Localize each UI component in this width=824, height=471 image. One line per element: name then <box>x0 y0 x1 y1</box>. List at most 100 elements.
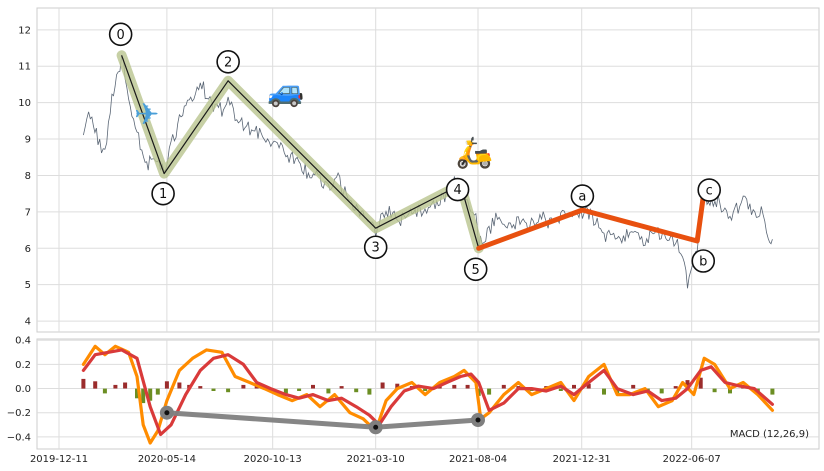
macd-hist-bar <box>102 388 107 394</box>
signal-line <box>81 348 774 437</box>
wave-label-5: 5 <box>472 263 480 278</box>
price-y-tick: 12 <box>18 25 31 36</box>
macd-hist-bar <box>572 384 576 389</box>
macd-y-tick: −0.2 <box>7 408 31 419</box>
wave-label-circle <box>691 249 716 273</box>
car-icon: 🚙 <box>267 74 304 109</box>
wave-label-circle <box>363 235 388 260</box>
macd-hist-bar <box>226 388 231 393</box>
price-y-axis: 4 5 6 7 8 9 10 11 12 <box>18 25 31 327</box>
macd-hist-bar <box>487 388 492 395</box>
macd-y-tick: 0.2 <box>15 360 31 371</box>
macd-hist-bar <box>698 377 703 389</box>
macd-hist-bar <box>558 388 563 391</box>
x-tick-label: 2021-12-31 <box>553 454 611 465</box>
price-line <box>83 55 773 289</box>
macd-hist-bar <box>501 384 506 389</box>
price-y-tick: 11 <box>18 62 31 73</box>
macd-hist-bar <box>241 384 246 389</box>
airplane-icon: ✈ <box>134 97 159 132</box>
macd-hist-bar <box>659 388 664 394</box>
price-y-tick: 8 <box>25 171 31 182</box>
x-tick-label: 2020-05-14 <box>138 454 196 465</box>
divergence-marker-dot <box>475 417 481 423</box>
price-y-tick: 10 <box>18 98 31 109</box>
macd-y-axis: −0.4 −0.2 0.0 0.2 0.4 <box>7 336 31 444</box>
wave-label-3: 3 <box>372 241 380 256</box>
price-y-tick: 9 <box>25 135 31 146</box>
wave-label-circle <box>697 178 722 202</box>
macd-hist-bar <box>728 388 732 394</box>
x-tick-label: 2021-03-10 <box>347 454 405 465</box>
wave-label-2: 2 <box>224 55 232 70</box>
icons: ✈ 🚙 🛵 <box>134 74 493 171</box>
macd-hist-bar <box>123 382 128 389</box>
price-y-tick: 5 <box>25 280 31 291</box>
macd-hist-bar <box>164 381 169 389</box>
price-panel <box>36 7 820 333</box>
wave-label-circle <box>108 22 133 47</box>
wave-label-circle <box>463 257 488 282</box>
price-y-tick: 6 <box>25 244 31 255</box>
macd-hist-bar <box>339 386 344 389</box>
macd-hist-bar <box>283 388 288 394</box>
x-axis: 2019-12-11 2020-05-14 2020-10-13 2021-03-10… <box>30 454 721 465</box>
macd-hist-bar <box>465 384 470 389</box>
x-tick-label: 2020-10-13 <box>244 454 302 465</box>
macd-hist-bar <box>354 388 359 393</box>
macd-hist-bar <box>770 388 775 395</box>
macd-hist-bar <box>135 388 139 399</box>
divergence-marker-dot <box>373 424 379 430</box>
macd-hist-bar <box>254 386 259 389</box>
macd-hist-bar <box>113 384 118 389</box>
macd-hist-bar <box>155 388 160 395</box>
wave-label-0: 0 <box>117 28 125 43</box>
wave-labels: 0 1 2 3 4 5 a b c <box>108 22 722 282</box>
price-series <box>83 55 773 289</box>
macd-hist-bar <box>311 384 315 389</box>
macd-line <box>81 344 774 445</box>
macd-hist-bar <box>177 382 182 389</box>
macd-hist-bar <box>211 388 216 391</box>
x-tick-label: 2021-08-04 <box>449 454 507 465</box>
macd-hist-bar <box>395 383 400 389</box>
wave-label-circle <box>151 181 175 206</box>
price-y-tick: 7 <box>25 207 31 218</box>
divergence-markers <box>159 405 485 435</box>
wave-label-circle <box>216 50 240 74</box>
x-tick-label: 2019-12-11 <box>30 454 88 465</box>
macd-annotation: MACD (12,26,9) <box>730 429 809 440</box>
scooter-icon: 🛵 <box>456 136 493 171</box>
wave-label-circle <box>570 184 595 208</box>
macd-hist-bar <box>685 380 690 389</box>
wave-label-c: c <box>706 184 713 199</box>
macd-y-tick: 0.4 <box>15 336 31 347</box>
wave-label-1: 1 <box>159 187 167 202</box>
macd-hist-bar <box>81 378 86 389</box>
macd-hist-bar <box>141 388 146 404</box>
macd-hist-bar <box>452 384 457 389</box>
macd-hist-bar <box>198 386 203 389</box>
price-y-tick: 4 <box>25 317 31 328</box>
wave-label-b: b <box>699 254 707 269</box>
macd-hist-bar <box>631 384 636 389</box>
macd-hist-bar <box>367 388 372 395</box>
macd-hist-bar <box>297 388 302 391</box>
macd-hist-bar <box>326 388 331 394</box>
macd-hist-bar <box>148 388 153 401</box>
wave-label-circle <box>445 177 470 202</box>
macd-hist-bar <box>380 382 385 389</box>
macd-hist-bar <box>423 388 428 391</box>
correction-wave-line <box>476 187 707 251</box>
macd-hist-bar <box>586 383 591 389</box>
macd-y-tick: −0.4 <box>7 432 31 443</box>
wave-label-a: a <box>578 190 586 205</box>
macd-hist-bar <box>673 386 678 389</box>
macd-hist-bar <box>93 381 98 389</box>
macd-hist-bar <box>602 388 606 395</box>
macd-hist-bar <box>712 388 717 393</box>
x-tick-label: 2022-06-07 <box>663 454 721 465</box>
macd-y-tick: 0.0 <box>15 384 31 395</box>
wave-label-4: 4 <box>453 183 461 198</box>
